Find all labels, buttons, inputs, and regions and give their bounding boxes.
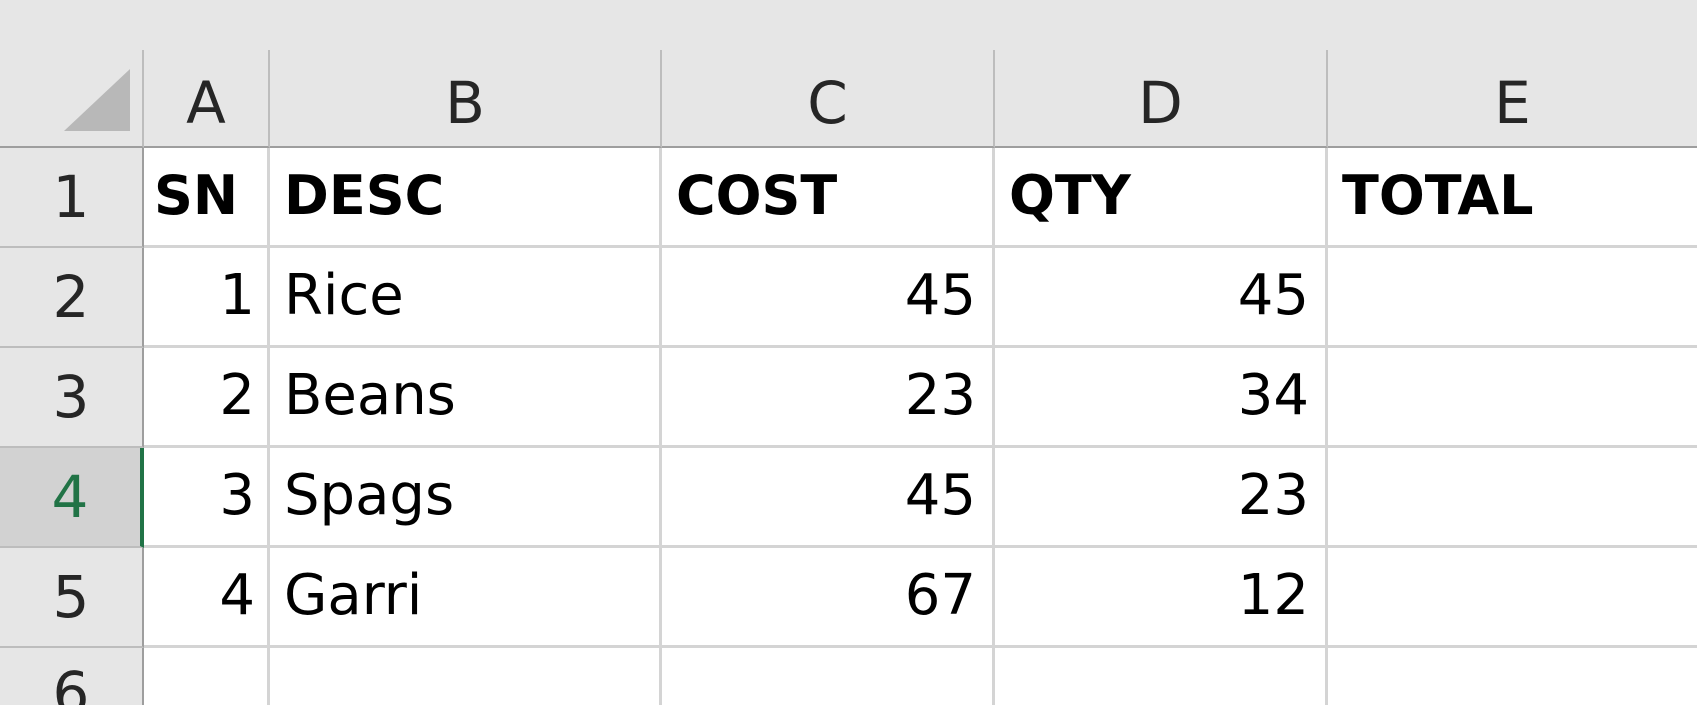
column-header-c[interactable]: C — [662, 50, 995, 148]
cell-b5[interactable]: Garri — [270, 548, 662, 648]
cell-c4[interactable]: 45 — [662, 448, 995, 548]
row-header-5[interactable]: 5 — [0, 548, 144, 648]
cell-d3[interactable]: 34 — [995, 348, 1328, 448]
select-all-triangle-icon — [64, 69, 130, 131]
cell-d2[interactable]: 45 — [995, 248, 1328, 348]
cell-e1[interactable]: TOTAL — [1328, 148, 1697, 248]
cell-a2[interactable]: 1 — [144, 248, 270, 348]
cell-c1[interactable]: COST — [662, 148, 995, 248]
row-header-2[interactable]: 2 — [0, 248, 144, 348]
cell-a5[interactable]: 4 — [144, 548, 270, 648]
cell-c3[interactable]: 23 — [662, 348, 995, 448]
cell-e3[interactable] — [1328, 348, 1697, 448]
column-header-a[interactable]: A — [144, 50, 270, 148]
cell-a6[interactable] — [144, 648, 270, 705]
cell-b6[interactable] — [270, 648, 662, 705]
cell-c6[interactable] — [662, 648, 995, 705]
cell-d5[interactable]: 12 — [995, 548, 1328, 648]
row-header-3[interactable]: 3 — [0, 348, 144, 448]
row-header-1[interactable]: 1 — [0, 148, 144, 248]
cell-d6[interactable] — [995, 648, 1328, 705]
cell-c2[interactable]: 45 — [662, 248, 995, 348]
row-header-6[interactable]: 6 — [0, 648, 144, 705]
cell-e6[interactable] — [1328, 648, 1697, 705]
cell-a1[interactable]: SN — [144, 148, 270, 248]
cell-d1[interactable]: QTY — [995, 148, 1328, 248]
column-header-e[interactable]: E — [1328, 50, 1697, 148]
cell-b2[interactable]: Rice — [270, 248, 662, 348]
cell-b3[interactable]: Beans — [270, 348, 662, 448]
cell-e5[interactable] — [1328, 548, 1697, 648]
cell-d4[interactable]: 23 — [995, 448, 1328, 548]
cell-a3[interactable]: 2 — [144, 348, 270, 448]
column-header-b[interactable]: B — [270, 50, 662, 148]
cell-b1[interactable]: DESC — [270, 148, 662, 248]
cell-a4[interactable]: 3 — [144, 448, 270, 548]
row-header-4[interactable]: 4 — [0, 448, 144, 548]
cell-c5[interactable]: 67 — [662, 548, 995, 648]
cell-b4[interactable]: Spags — [270, 448, 662, 548]
cell-e4[interactable] — [1328, 448, 1697, 548]
column-header-d[interactable]: D — [995, 50, 1328, 148]
cell-e2[interactable] — [1328, 248, 1697, 348]
